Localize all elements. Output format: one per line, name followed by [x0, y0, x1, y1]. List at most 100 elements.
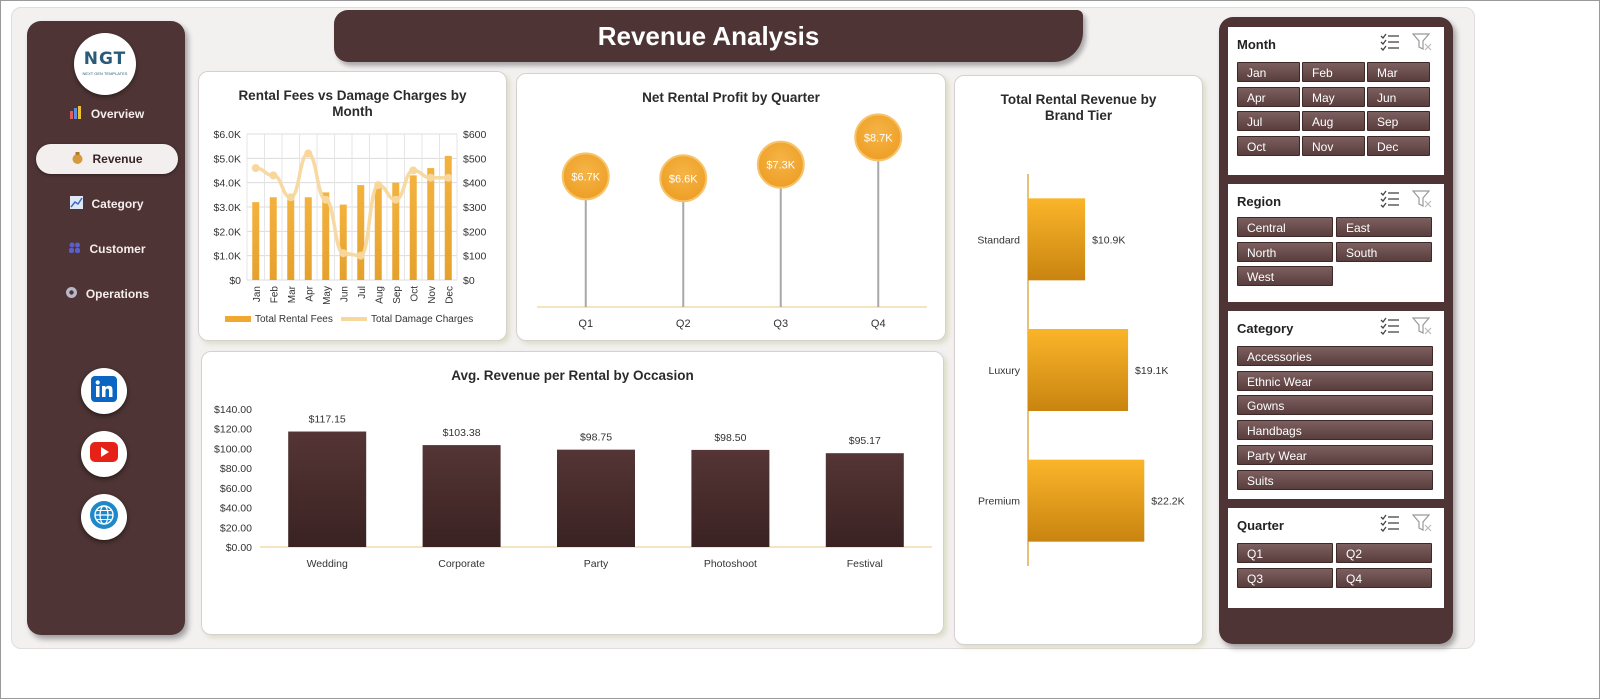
slicer-option-quarter[interactable]: Q3: [1237, 567, 1333, 588]
y2-tick-label: $300: [463, 202, 487, 214]
x-tick-label: Aug: [374, 286, 385, 304]
slicer-option-region[interactable]: West: [1237, 266, 1333, 287]
slicer-option-region[interactable]: North: [1237, 241, 1333, 262]
bar-rental-fees[interactable]: [269, 197, 277, 280]
slicer-option-quarter[interactable]: Q4: [1336, 567, 1432, 588]
linkedin-button[interactable]: [81, 368, 127, 414]
point-damage-charges[interactable]: [356, 251, 365, 260]
bar-rental-fees[interactable]: [304, 197, 312, 280]
slicer-option-category[interactable]: Gowns: [1237, 395, 1433, 416]
nav-item-revenue[interactable]: Revenue: [36, 144, 178, 174]
slicer-option-month[interactable]: Jul: [1237, 111, 1300, 132]
point-damage-charges[interactable]: [251, 164, 260, 173]
nav-item-customer[interactable]: Customer: [36, 234, 178, 264]
slicer-option-category[interactable]: Ethnic Wear: [1237, 370, 1433, 391]
clear-filter-icon[interactable]: [1411, 514, 1432, 537]
slicer-option-month[interactable]: Feb: [1302, 62, 1365, 82]
slicer-title-quarter: Quarter: [1237, 518, 1284, 533]
youtube-icon: [90, 441, 118, 467]
bar-rental-fees[interactable]: [339, 204, 347, 280]
slicer-option-category[interactable]: Party Wear: [1237, 444, 1433, 465]
point-damage-charges[interactable]: [321, 195, 330, 204]
card-occasion: Avg. Revenue per Rental by Occasion $140…: [201, 351, 944, 635]
slicer-option-region[interactable]: East: [1336, 217, 1432, 237]
data-label: $10.9K: [1092, 234, 1125, 246]
x-tick-label: Apr: [304, 285, 315, 301]
bar-occasion[interactable]: [825, 453, 904, 547]
slicer-option-month[interactable]: Mar: [1367, 62, 1430, 82]
slicer-option-month[interactable]: Jan: [1237, 62, 1300, 82]
point-damage-charges[interactable]: [409, 166, 418, 175]
bar-rental-fees[interactable]: [252, 202, 260, 280]
nav-item-overview[interactable]: Overview: [36, 99, 178, 129]
slicer-option-region[interactable]: Central: [1237, 217, 1333, 237]
multi-select-icon[interactable]: [1380, 190, 1400, 213]
point-damage-charges[interactable]: [304, 149, 313, 158]
y2-tick-label: $200: [463, 226, 487, 238]
bar-occasion[interactable]: [691, 449, 770, 547]
slicer-option-quarter[interactable]: Q2: [1336, 543, 1432, 563]
website-button[interactable]: [81, 494, 127, 540]
bar-rental-fees[interactable]: [357, 185, 365, 280]
slicer-option-month[interactable]: Apr: [1237, 86, 1300, 107]
point-damage-charges[interactable]: [374, 181, 383, 190]
bar-occasion[interactable]: [288, 431, 367, 547]
data-label: $6.6K: [669, 173, 698, 185]
y2-tick-label: $500: [463, 153, 487, 165]
y2-tick-label: $600: [463, 129, 487, 141]
point-damage-charges[interactable]: [286, 193, 295, 202]
legend-label-damage-charges: Total Damage Charges: [371, 314, 473, 325]
y-tick-label: $5.0K: [214, 153, 241, 165]
bar-rental-fees[interactable]: [392, 182, 400, 280]
point-damage-charges[interactable]: [339, 249, 348, 258]
chart-title-brand-tier: Total Rental Revenue by Brand Tier: [1000, 92, 1157, 123]
slicer-option-category[interactable]: Suits: [1237, 469, 1433, 490]
clear-filter-icon[interactable]: [1411, 317, 1432, 340]
point-damage-charges[interactable]: [391, 195, 400, 204]
slicer-option-month[interactable]: Nov: [1302, 136, 1365, 157]
bar-rental-fees[interactable]: [287, 199, 295, 280]
x-tick-label: Q4: [871, 318, 886, 330]
slicer-option-month[interactable]: Jun: [1367, 86, 1430, 107]
nav-item-category[interactable]: Category: [36, 189, 178, 219]
x-tick-label: Party: [584, 558, 609, 570]
lollipop-marker[interactable]: [756, 140, 805, 189]
point-damage-charges[interactable]: [426, 173, 435, 182]
lollipop-marker[interactable]: [659, 154, 708, 203]
slicer-option-category[interactable]: Handbags: [1237, 420, 1433, 441]
bar-rental-fees[interactable]: [409, 175, 417, 280]
multi-select-icon[interactable]: [1380, 514, 1400, 537]
slicer-option-month[interactable]: Sep: [1367, 111, 1430, 132]
y-tick-label: $6.0K: [214, 129, 241, 141]
slicer-option-category[interactable]: Accessories: [1237, 346, 1433, 366]
bar-brand-tier[interactable]: [1028, 198, 1086, 281]
bar-occasion[interactable]: [422, 445, 501, 547]
bar-rental-fees[interactable]: [322, 192, 330, 280]
lollipop-marker[interactable]: [561, 152, 610, 201]
card-net-profit: Net Rental Profit by Quarter $6.7K Q1 $6.6…: [516, 73, 946, 341]
slicer-option-region[interactable]: South: [1336, 241, 1432, 262]
slicer-option-month[interactable]: May: [1302, 86, 1365, 107]
bar-brand-tier[interactable]: [1028, 459, 1145, 542]
bar-brand-tier[interactable]: [1028, 329, 1129, 411]
slicer-option-month[interactable]: Oct: [1237, 136, 1300, 157]
bar-rental-fees[interactable]: [427, 168, 435, 280]
multi-select-icon[interactable]: [1380, 317, 1400, 340]
x-tick-label: Nov: [427, 286, 438, 304]
bar-occasion[interactable]: [557, 449, 635, 547]
people-icon: [68, 241, 81, 257]
bar-rental-fees[interactable]: [444, 155, 452, 280]
nav-item-operations[interactable]: Operations: [36, 279, 178, 309]
slicer-option-quarter[interactable]: Q1: [1237, 543, 1333, 563]
slicer-option-month[interactable]: Dec: [1367, 136, 1430, 157]
clear-filter-icon[interactable]: [1411, 190, 1432, 213]
y-tick-label: Premium: [978, 496, 1020, 508]
lollipop-marker[interactable]: [854, 113, 903, 162]
youtube-button[interactable]: [81, 431, 127, 477]
multi-select-icon[interactable]: [1380, 33, 1400, 56]
clear-filter-icon[interactable]: [1411, 33, 1432, 56]
point-damage-charges[interactable]: [444, 173, 453, 182]
point-damage-charges[interactable]: [269, 171, 278, 180]
bar-rental-fees[interactable]: [374, 185, 382, 280]
slicer-option-month[interactable]: Aug: [1302, 111, 1365, 132]
